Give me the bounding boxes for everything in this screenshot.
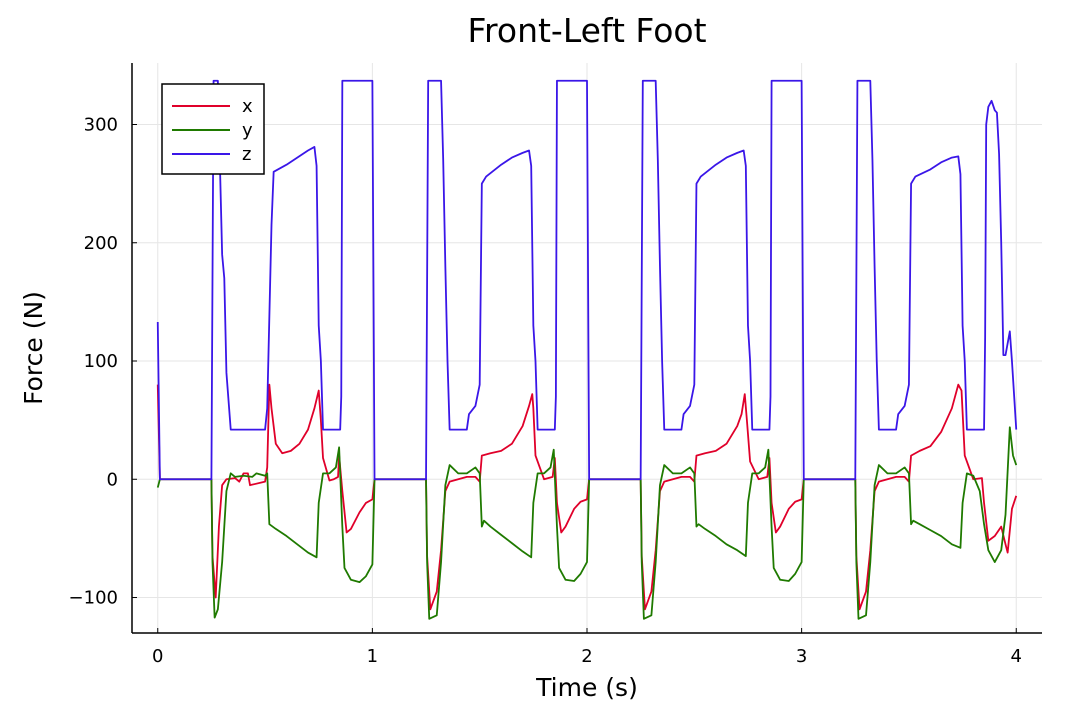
x-tick-label: 0 bbox=[152, 646, 163, 667]
series-line-x bbox=[156, 383, 1018, 611]
x-tick-label: 1 bbox=[367, 646, 378, 667]
x-tick-label: 3 bbox=[796, 646, 807, 667]
chart-title: Front-Left Foot bbox=[467, 11, 706, 50]
y-tick-label: 0 bbox=[107, 469, 118, 490]
tick-labels: 0 1 2 3 4 −100 0 100 200 300 bbox=[69, 114, 1022, 667]
y-tick-label: 200 bbox=[84, 233, 118, 254]
y-axis-label: Force (N) bbox=[19, 291, 48, 405]
series-line-y bbox=[156, 426, 1018, 620]
series-line-z bbox=[156, 79, 1018, 481]
legend-label-z: z bbox=[242, 144, 251, 165]
x-axis-label: Time (s) bbox=[535, 673, 638, 702]
legend: xyz bbox=[161, 83, 265, 175]
y-tick-label: 300 bbox=[84, 114, 118, 135]
x-tick-label: 2 bbox=[581, 646, 592, 667]
y-tick-label: 100 bbox=[84, 351, 118, 372]
y-tick-label: −100 bbox=[69, 588, 118, 609]
series-group bbox=[156, 79, 1018, 620]
legend-label-x: x bbox=[242, 96, 253, 117]
x-tick-label: 4 bbox=[1011, 646, 1022, 667]
legend-label-y: y bbox=[242, 120, 253, 141]
